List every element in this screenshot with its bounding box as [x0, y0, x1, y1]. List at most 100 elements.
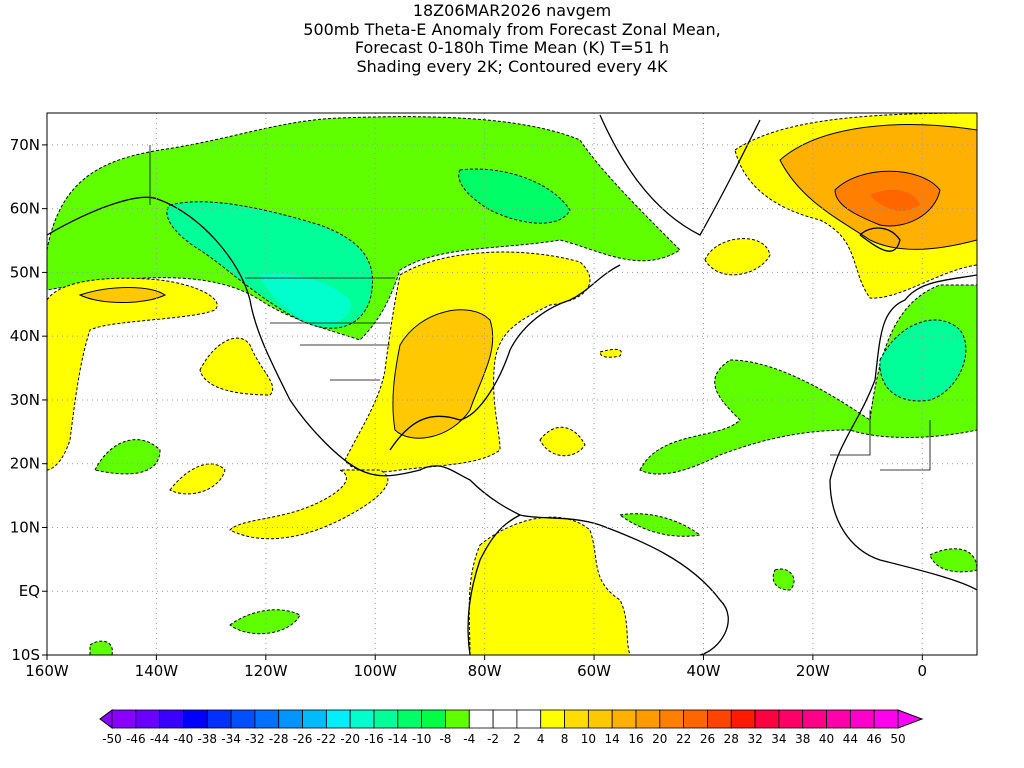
colorbar-label: -46 — [126, 732, 146, 746]
colorbar-label: -50 — [102, 732, 122, 746]
positive-anomaly-south-america — [468, 238, 771, 655]
colorbar-low-arrow — [99, 709, 113, 729]
lon-label: 140W — [135, 662, 179, 680]
colorbar-swatch — [206, 709, 232, 729]
colorbar-label: -44 — [150, 732, 170, 746]
title-line-3: Forecast 0-180h Time Mean (K) T=51 h — [354, 38, 670, 57]
positive-anomaly-caribbean — [169, 348, 622, 540]
colorbar-swatch — [683, 709, 708, 729]
colorbar-swatch — [302, 709, 327, 729]
lon-label: 160W — [25, 662, 69, 680]
colorbar-label: 16 — [628, 732, 643, 746]
map-shading — [47, 113, 977, 655]
graticule — [47, 113, 977, 655]
colorbar-swatch — [421, 709, 446, 729]
colorbar-label: -26 — [293, 732, 313, 746]
positive-anomaly-pacific — [47, 277, 274, 471]
colorbar-label: -40 — [174, 732, 194, 746]
positive-anomaly-pacific-core — [78, 287, 166, 303]
colorbar-swatch — [778, 709, 804, 729]
colorbar-label: -20 — [340, 732, 360, 746]
latitude-labels: 70N 60N 50N 40N 30N 20N 10N EQ 10S — [10, 136, 47, 664]
colorbar-swatch — [325, 709, 351, 729]
colorbar-swatch — [849, 709, 875, 729]
colorbar-swatch — [278, 709, 303, 729]
colorbar-swatch — [564, 709, 589, 729]
colorbar-label: 46 — [867, 732, 882, 746]
colorbar-swatch — [373, 709, 399, 729]
colorbar-swatch — [445, 709, 470, 729]
colorbar-swatch — [659, 709, 685, 729]
positive-anomaly-core — [392, 309, 494, 439]
colorbar-label: 8 — [561, 732, 569, 746]
colorbar-swatch — [516, 709, 542, 729]
colorbar-label: -2 — [487, 732, 499, 746]
colorbar-label: 2 — [513, 732, 521, 746]
colorbar-label: 34 — [771, 732, 786, 746]
colorbar-label: -10 — [412, 732, 432, 746]
colorbar-label: -4 — [463, 732, 475, 746]
colorbar-swatch — [492, 709, 518, 729]
colorbar-swatch — [873, 709, 899, 729]
colorbar-label: -34 — [221, 732, 241, 746]
colorbar-label: 28 — [724, 732, 739, 746]
colorbar-swatch — [135, 709, 161, 729]
negative-anomaly-core-2 — [260, 273, 351, 324]
colorbar-label: -16 — [364, 732, 384, 746]
lon-label: 120W — [244, 662, 288, 680]
lat-label: 40N — [10, 327, 40, 345]
colorbar-label: -38 — [197, 732, 217, 746]
negative-anomaly-hudson — [458, 168, 571, 224]
negative-anomaly-region — [47, 116, 681, 341]
lon-label: 80W — [468, 662, 502, 680]
political-borders — [149, 145, 931, 471]
colorbar-label: 4 — [537, 732, 545, 746]
colorbar-high-arrow — [897, 709, 924, 729]
colorbar-swatch — [802, 709, 827, 729]
title-line-1: 18Z06MAR2026 navgem — [412, 1, 612, 20]
colorbar-swatch — [730, 709, 756, 729]
colorbar-swatch — [754, 709, 780, 729]
lat-label: 30N — [10, 391, 40, 409]
lat-label: 70N — [10, 136, 40, 154]
colorbar-swatch — [349, 709, 375, 729]
colorbar-label: 20 — [652, 732, 667, 746]
colorbar-swatch — [159, 709, 184, 729]
lon-label: 40W — [687, 662, 721, 680]
colorbar-label: -8 — [439, 732, 451, 746]
colorbar-label: 14 — [605, 732, 620, 746]
chart-title: 18Z06MAR2026 navgem 500mb Theta-E Anomal… — [0, 1, 1024, 76]
title-line-4: Shading every 2K; Contoured every 4K — [356, 56, 668, 76]
positive-anomaly-north-atlantic-peak — [870, 189, 920, 211]
lat-label: EQ — [19, 582, 40, 600]
title-line-2: 500mb Theta-E Anomaly from Forecast Zona… — [303, 19, 721, 39]
colorbar-label: 32 — [747, 732, 762, 746]
lat-label: 10S — [11, 646, 40, 664]
colorbar-label: 40 — [819, 732, 834, 746]
colorbar-swatch — [635, 709, 661, 729]
colorbar-swatch — [183, 709, 208, 729]
colorbar-swatch — [611, 709, 637, 729]
map-frame — [46, 112, 978, 656]
longitude-labels: 160W 140W 120W 100W 80W 60W 40W 20W 0 — [25, 655, 927, 680]
lat-label: 50N — [10, 263, 40, 281]
negative-anomaly-atlantic — [639, 284, 977, 475]
lon-label: 20W — [796, 662, 830, 680]
colorbar-swatch — [254, 709, 280, 729]
colorbar-swatch — [230, 709, 256, 729]
colorbar-label: 44 — [843, 732, 858, 746]
lat-label: 10N — [10, 518, 40, 536]
lon-label: 60W — [577, 662, 611, 680]
colorbar-swatch — [468, 709, 494, 729]
colorbar: -50 -46 -44 -40 -38 -34 -32 -28 -26 -22 -20 -16 -14-… — [99, 709, 924, 746]
colorbar-label: 38 — [795, 732, 810, 746]
colorbar-label: -28 — [269, 732, 289, 746]
lat-label: 20N — [10, 455, 40, 473]
colorbar-label: -14 — [388, 732, 408, 746]
colorbar-swatch — [587, 709, 613, 729]
colorbar-label: 26 — [700, 732, 715, 746]
lon-label: 0 — [918, 662, 928, 680]
lon-label: 100W — [354, 662, 398, 680]
colorbar-label: 10 — [581, 732, 596, 746]
